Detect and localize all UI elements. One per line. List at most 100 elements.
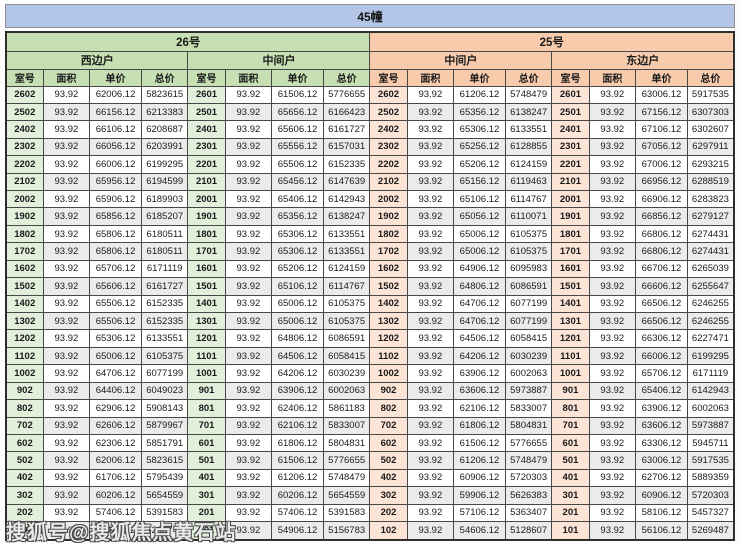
room-cell: 1101 [551,346,590,366]
area-cell: 93.92 [588,190,637,209]
area-cell: 93.92 [406,381,455,401]
area-cell: 93.92 [224,85,273,104]
area-cell: 93.92 [42,416,91,435]
total-price-cell: 6171119 [140,259,189,279]
unit-price-cell: 65256.12 [453,137,506,157]
total-price-cell: 6147639 [322,172,371,192]
column-header: 单价 [89,68,142,87]
room-cell: 2602 [369,85,408,104]
total-price-cell: 6133551 [140,329,189,348]
unit-price-cell: 65706.12 [635,364,688,383]
area-cell: 93.92 [588,294,637,313]
area-cell: 93.92 [42,468,91,488]
total-price-cell: 6166423 [322,102,371,122]
unit-price-cell: 61506.12 [453,433,506,453]
total-price-cell: 5879967 [140,416,189,435]
total-price-cell: 5128607 [504,521,553,541]
unit-price-cell: 63306.12 [635,433,688,453]
total-price-cell: 6274431 [686,242,735,261]
building-block-title: 45幢 [5,4,735,28]
room-cell: 2302 [5,137,44,157]
area-cell: 93.92 [588,416,637,435]
area-cell: 93.92 [42,521,91,541]
total-price-cell: 5391583 [140,503,189,523]
unit-price-cell: 57106.12 [453,503,506,523]
unit-price-cell: 62006.12 [89,85,142,104]
total-price-cell: 6180511 [140,224,189,244]
total-price-cell: 5720303 [686,486,735,505]
unit-price-cell: 66006.12 [635,346,688,366]
area-cell: 93.92 [588,102,637,122]
area-cell: 93.92 [42,311,91,331]
unit-price-cell: 65806.12 [89,242,142,261]
total-price-cell: 6171119 [686,364,735,383]
area-cell: 93.92 [588,155,637,174]
table-row: 502 93.92 62006.12 5823615 501 93.92 61506.12 5… [5,451,735,470]
unit-price-cell: 65006.12 [271,294,324,313]
area-cell: 93.92 [224,399,273,418]
room-cell: 2401 [551,120,590,139]
room-cell: 1501 [551,277,590,296]
room-cell: 2101 [187,172,226,192]
total-price-cell: 5654559 [322,486,371,505]
area-cell: 93.92 [406,277,455,296]
total-price-cell: 6246255 [686,294,735,313]
column-header: 面积 [42,68,91,87]
area-cell: 93.92 [224,416,273,435]
area-cell: 93.92 [588,137,637,157]
unit-price-cell: 65606.12 [271,120,324,139]
total-price-cell: 5889359 [686,468,735,488]
room-cell: 2102 [5,172,44,192]
total-price-cell: 6030239 [504,346,553,366]
total-price-cell: 5776655 [504,433,553,453]
total-price-cell: 6086591 [504,277,553,296]
total-price-cell: 6189903 [140,190,189,209]
room-cell: 1502 [5,277,44,296]
area-cell: 93.92 [588,277,637,296]
room-cell: 2502 [5,102,44,122]
room-cell: 1601 [187,259,226,279]
column-header: 总价 [322,68,371,87]
table-row: 2002 93.92 65906.12 6189903 2001 93.92 65406.1… [5,190,735,209]
table-row: 702 93.92 62606.12 5879967 701 93.92 62106.12 5… [5,416,735,435]
unit-price-cell: 66156.12 [89,102,142,122]
column-header: 总价 [140,68,189,87]
unit-price-cell: 64206.12 [271,364,324,383]
room-cell: 1801 [187,224,226,244]
unit-price-cell: 65656.12 [271,102,324,122]
unit-price-cell: 62706.12 [635,468,688,488]
room-cell: 201 [551,503,590,523]
total-price-cell: 6110071 [504,207,553,226]
total-price-cell: 5156783 [322,521,371,541]
building-26-header: 26号 [5,31,371,52]
table-row: 1302 93.92 65506.12 6152335 1301 93.92 65006.1… [5,311,735,331]
total-price-cell: 6133551 [322,242,371,261]
total-price-cell: 6142943 [322,190,371,209]
unit-price-cell: 66956.12 [635,172,688,192]
unit-price-cell: 65506.12 [271,155,324,174]
area-cell: 93.92 [588,521,637,541]
room-cell: 2201 [551,155,590,174]
total-price-cell: 6152335 [140,294,189,313]
area-cell: 93.92 [42,329,91,348]
total-price-cell: 5823615 [140,85,189,104]
unit-price-cell: 61506.12 [271,85,324,104]
room-cell: 1301 [187,311,226,331]
room-cell: 2402 [5,120,44,139]
unit-price-cell: 55406.12 [89,521,142,541]
column-header: 面积 [406,68,455,87]
total-price-cell: 5973887 [504,381,553,401]
area-cell: 93.92 [42,102,91,122]
unit-price-cell: 66606.12 [635,277,688,296]
column-header: 面积 [224,68,273,87]
column-header: 单价 [453,68,506,87]
unit-price-cell: 63006.12 [635,85,688,104]
room-cell: 1201 [187,329,226,348]
building-25-header: 25号 [369,31,735,52]
unit-price-cell: 61806.12 [271,433,324,453]
total-price-cell: 6161727 [322,120,371,139]
total-price-cell: 5804831 [504,416,553,435]
total-price-cell: 5908143 [140,399,189,418]
total-price-cell: 6002063 [322,381,371,401]
total-price-cell: 6208687 [140,120,189,139]
